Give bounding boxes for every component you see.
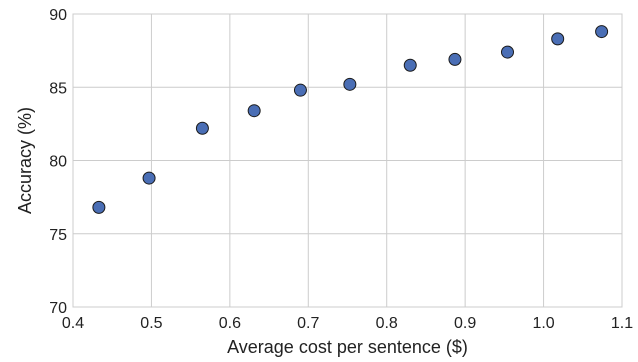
data-point — [142, 171, 156, 185]
x-tick-label: 1.0 — [532, 315, 554, 332]
data-point — [551, 32, 565, 46]
x-tick-label: 0.4 — [62, 315, 84, 332]
data-point — [500, 45, 514, 59]
data-point — [403, 58, 417, 72]
x-tick-label: 0.6 — [219, 315, 241, 332]
x-axis-ticks: 0.4 0.5 0.6 0.7 0.8 0.9 1.0 1.1 — [62, 315, 633, 332]
plot-area — [72, 13, 623, 308]
y-axis-ticks: 70 75 80 85 90 — [49, 7, 67, 317]
y-axis-label: Accuracy (%) — [15, 107, 35, 214]
x-tick-label: 0.5 — [140, 315, 162, 332]
data-point — [293, 83, 307, 97]
data-point — [595, 25, 609, 39]
y-tick-label: 90 — [49, 7, 67, 24]
data-point — [448, 52, 462, 66]
y-tick-label: 70 — [49, 300, 67, 317]
x-axis-label: Average cost per sentence ($) — [227, 337, 468, 357]
grid — [72, 13, 623, 308]
x-tick-label: 0.7 — [297, 315, 319, 332]
y-tick-label: 80 — [49, 154, 67, 171]
data-points — [92, 25, 609, 214]
x-tick-label: 0.8 — [376, 315, 398, 332]
data-point — [247, 104, 261, 118]
y-tick-label: 85 — [49, 80, 67, 97]
x-tick-label: 0.9 — [454, 315, 476, 332]
data-point — [195, 121, 209, 135]
x-tick-label: 1.1 — [611, 315, 633, 332]
y-tick-label: 75 — [49, 227, 67, 244]
data-point — [92, 200, 106, 214]
data-point — [343, 77, 357, 91]
